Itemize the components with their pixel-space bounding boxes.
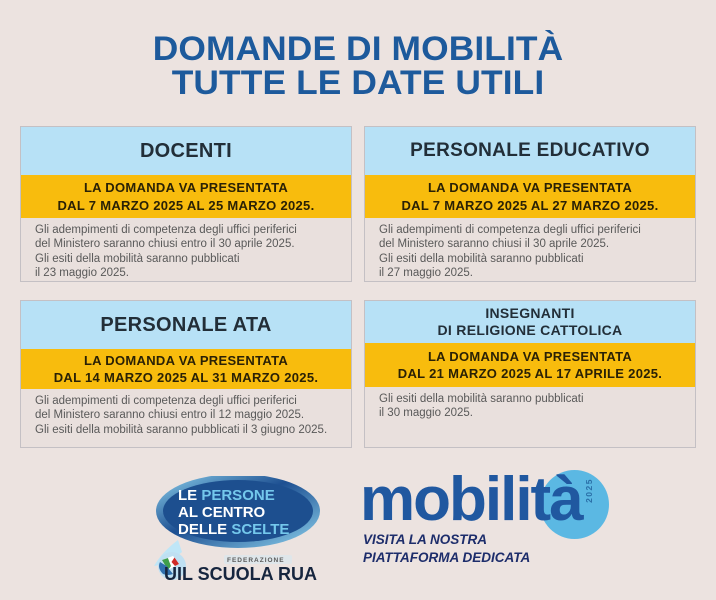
svg-text:AL CENTRO: AL CENTRO <box>178 504 266 521</box>
svg-text:UIL SCUOLA RUA: UIL SCUOLA RUA <box>164 564 317 584</box>
svg-text:FEDERAZIONE: FEDERAZIONE <box>227 557 285 564</box>
svg-text:DELLE SCELTE: DELLE SCELTE <box>178 521 289 538</box>
svg-text:LE PERSONE: LE PERSONE <box>178 487 275 504</box>
